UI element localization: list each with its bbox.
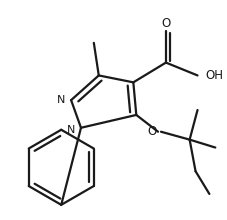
Text: N: N (57, 95, 65, 105)
Text: N: N (67, 125, 75, 135)
Text: O: O (148, 125, 157, 138)
Text: OH: OH (205, 69, 223, 82)
Text: O: O (161, 16, 170, 29)
